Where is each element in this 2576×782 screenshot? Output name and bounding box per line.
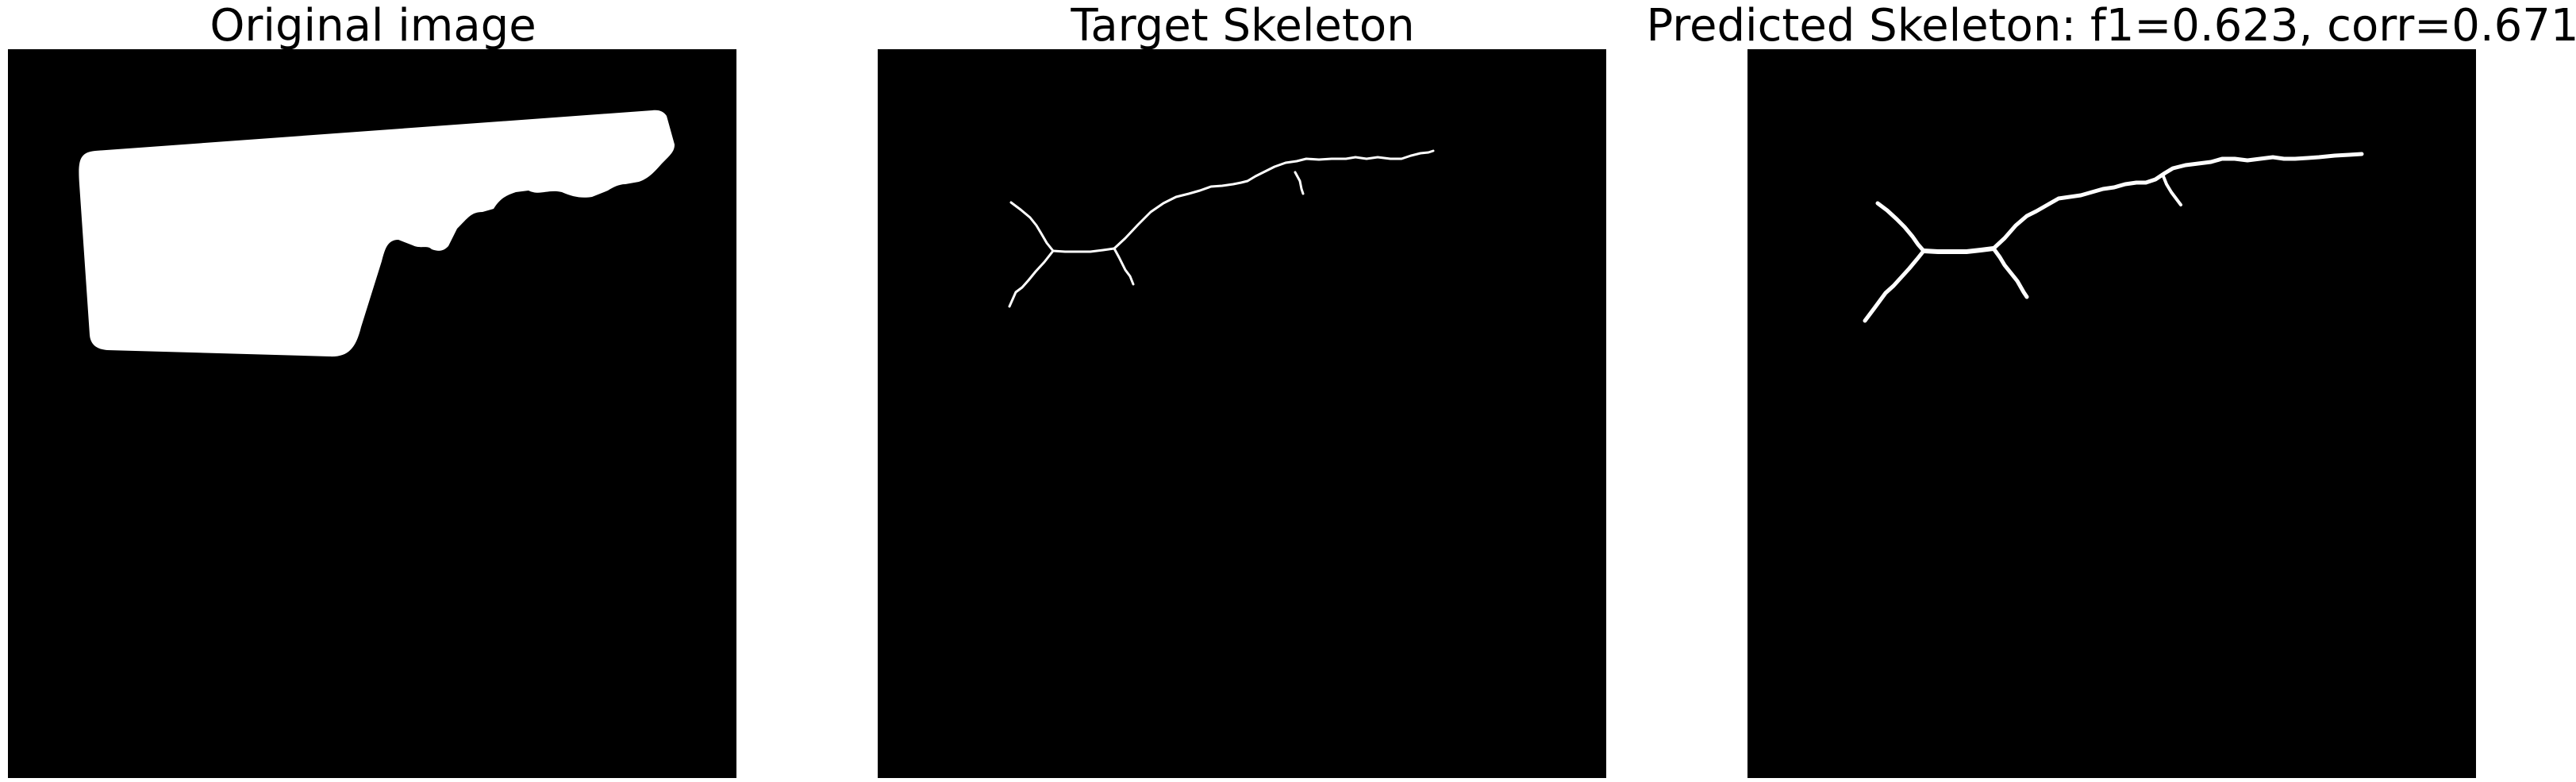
predicted-skeleton-svg (1747, 49, 2476, 778)
target-branch-main (1113, 149, 1435, 250)
predicted-branch-lower-left (1863, 248, 1926, 323)
original-image (8, 49, 736, 778)
target-branch-lower-right (1113, 247, 1135, 286)
predicted-branch-upper-left (1875, 201, 1926, 253)
target-skeleton-lines (1008, 149, 1435, 308)
target-branch-small-spur (1294, 171, 1305, 195)
panel-predicted: Predicted Skeleton: f1=0.623, corr=0.671 (1646, 0, 2576, 782)
predicted-branch-horizontal (1921, 246, 1996, 254)
panel-title-predicted: Predicted Skeleton: f1=0.623, corr=0.671 (1646, 0, 2576, 52)
target-branch-upper-left (1009, 201, 1055, 252)
predicted-skeleton-image (1747, 49, 2476, 778)
target-skeleton-svg (878, 49, 1606, 778)
panel-title-target: Target Skeleton (1071, 0, 1415, 52)
mask-shape (79, 110, 675, 357)
predicted-branch-main (1991, 152, 2364, 251)
panel-target: Target Skeleton (878, 0, 1608, 782)
panel-original: Original image (8, 0, 738, 782)
predicted-branch-small-spur (2162, 175, 2182, 206)
original-mask-svg (8, 49, 736, 778)
target-skeleton-image (878, 49, 1606, 778)
predicted-skeleton-lines (1863, 152, 2364, 323)
panel-title-original: Original image (210, 0, 536, 52)
predicted-branch-lower-right (1991, 246, 2029, 299)
target-branch-lower-left (1008, 249, 1055, 308)
target-branch-horizontal (1052, 247, 1116, 253)
